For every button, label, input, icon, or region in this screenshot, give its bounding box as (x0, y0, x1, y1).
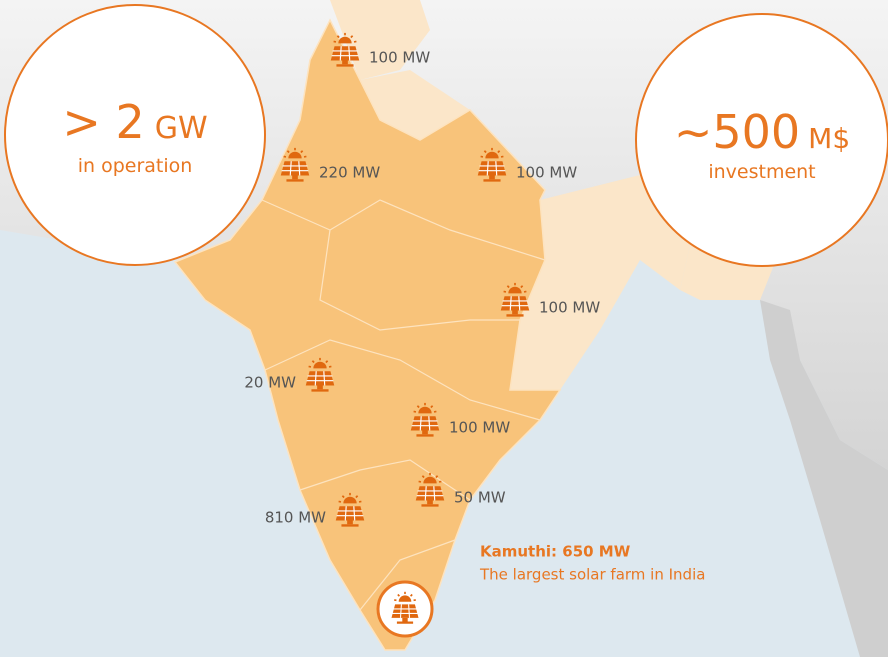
site-label: 20 MW (244, 374, 296, 392)
stat-circle (635, 13, 888, 267)
stat-value: ~500 M$ (674, 105, 850, 159)
region-light (360, 70, 470, 140)
callout-title: Kamuthi: 650 MW (480, 543, 631, 561)
site-label: 220 MW (319, 164, 380, 182)
region-light (510, 170, 700, 390)
stat-unit: M$ (808, 122, 850, 155)
site-label: 50 MW (454, 489, 506, 507)
stat-caption: in operation (78, 155, 193, 177)
site-label: 100 MW (516, 164, 577, 182)
land (760, 300, 888, 657)
site-label: 810 MW (265, 509, 326, 527)
stat-caption: investment (708, 161, 815, 183)
stat-value: > 2 GW (62, 95, 207, 149)
stat-number: ~500 (674, 105, 800, 159)
stat-number: > 2 (62, 95, 144, 149)
site-label: 100 MW (449, 419, 510, 437)
sites: 100 MW 220 MW 100 MW 100 MW 20 MW 100 MW 50 MW… (244, 32, 600, 528)
stat-circle (4, 4, 266, 266)
india (173, 18, 562, 651)
site-label: 100 MW (539, 299, 600, 317)
stat-unit: GW (155, 111, 208, 146)
state-borders (261, 199, 546, 611)
callout-text: The largest solar farm in India (479, 566, 705, 584)
site-label: 100 MW (369, 49, 430, 67)
